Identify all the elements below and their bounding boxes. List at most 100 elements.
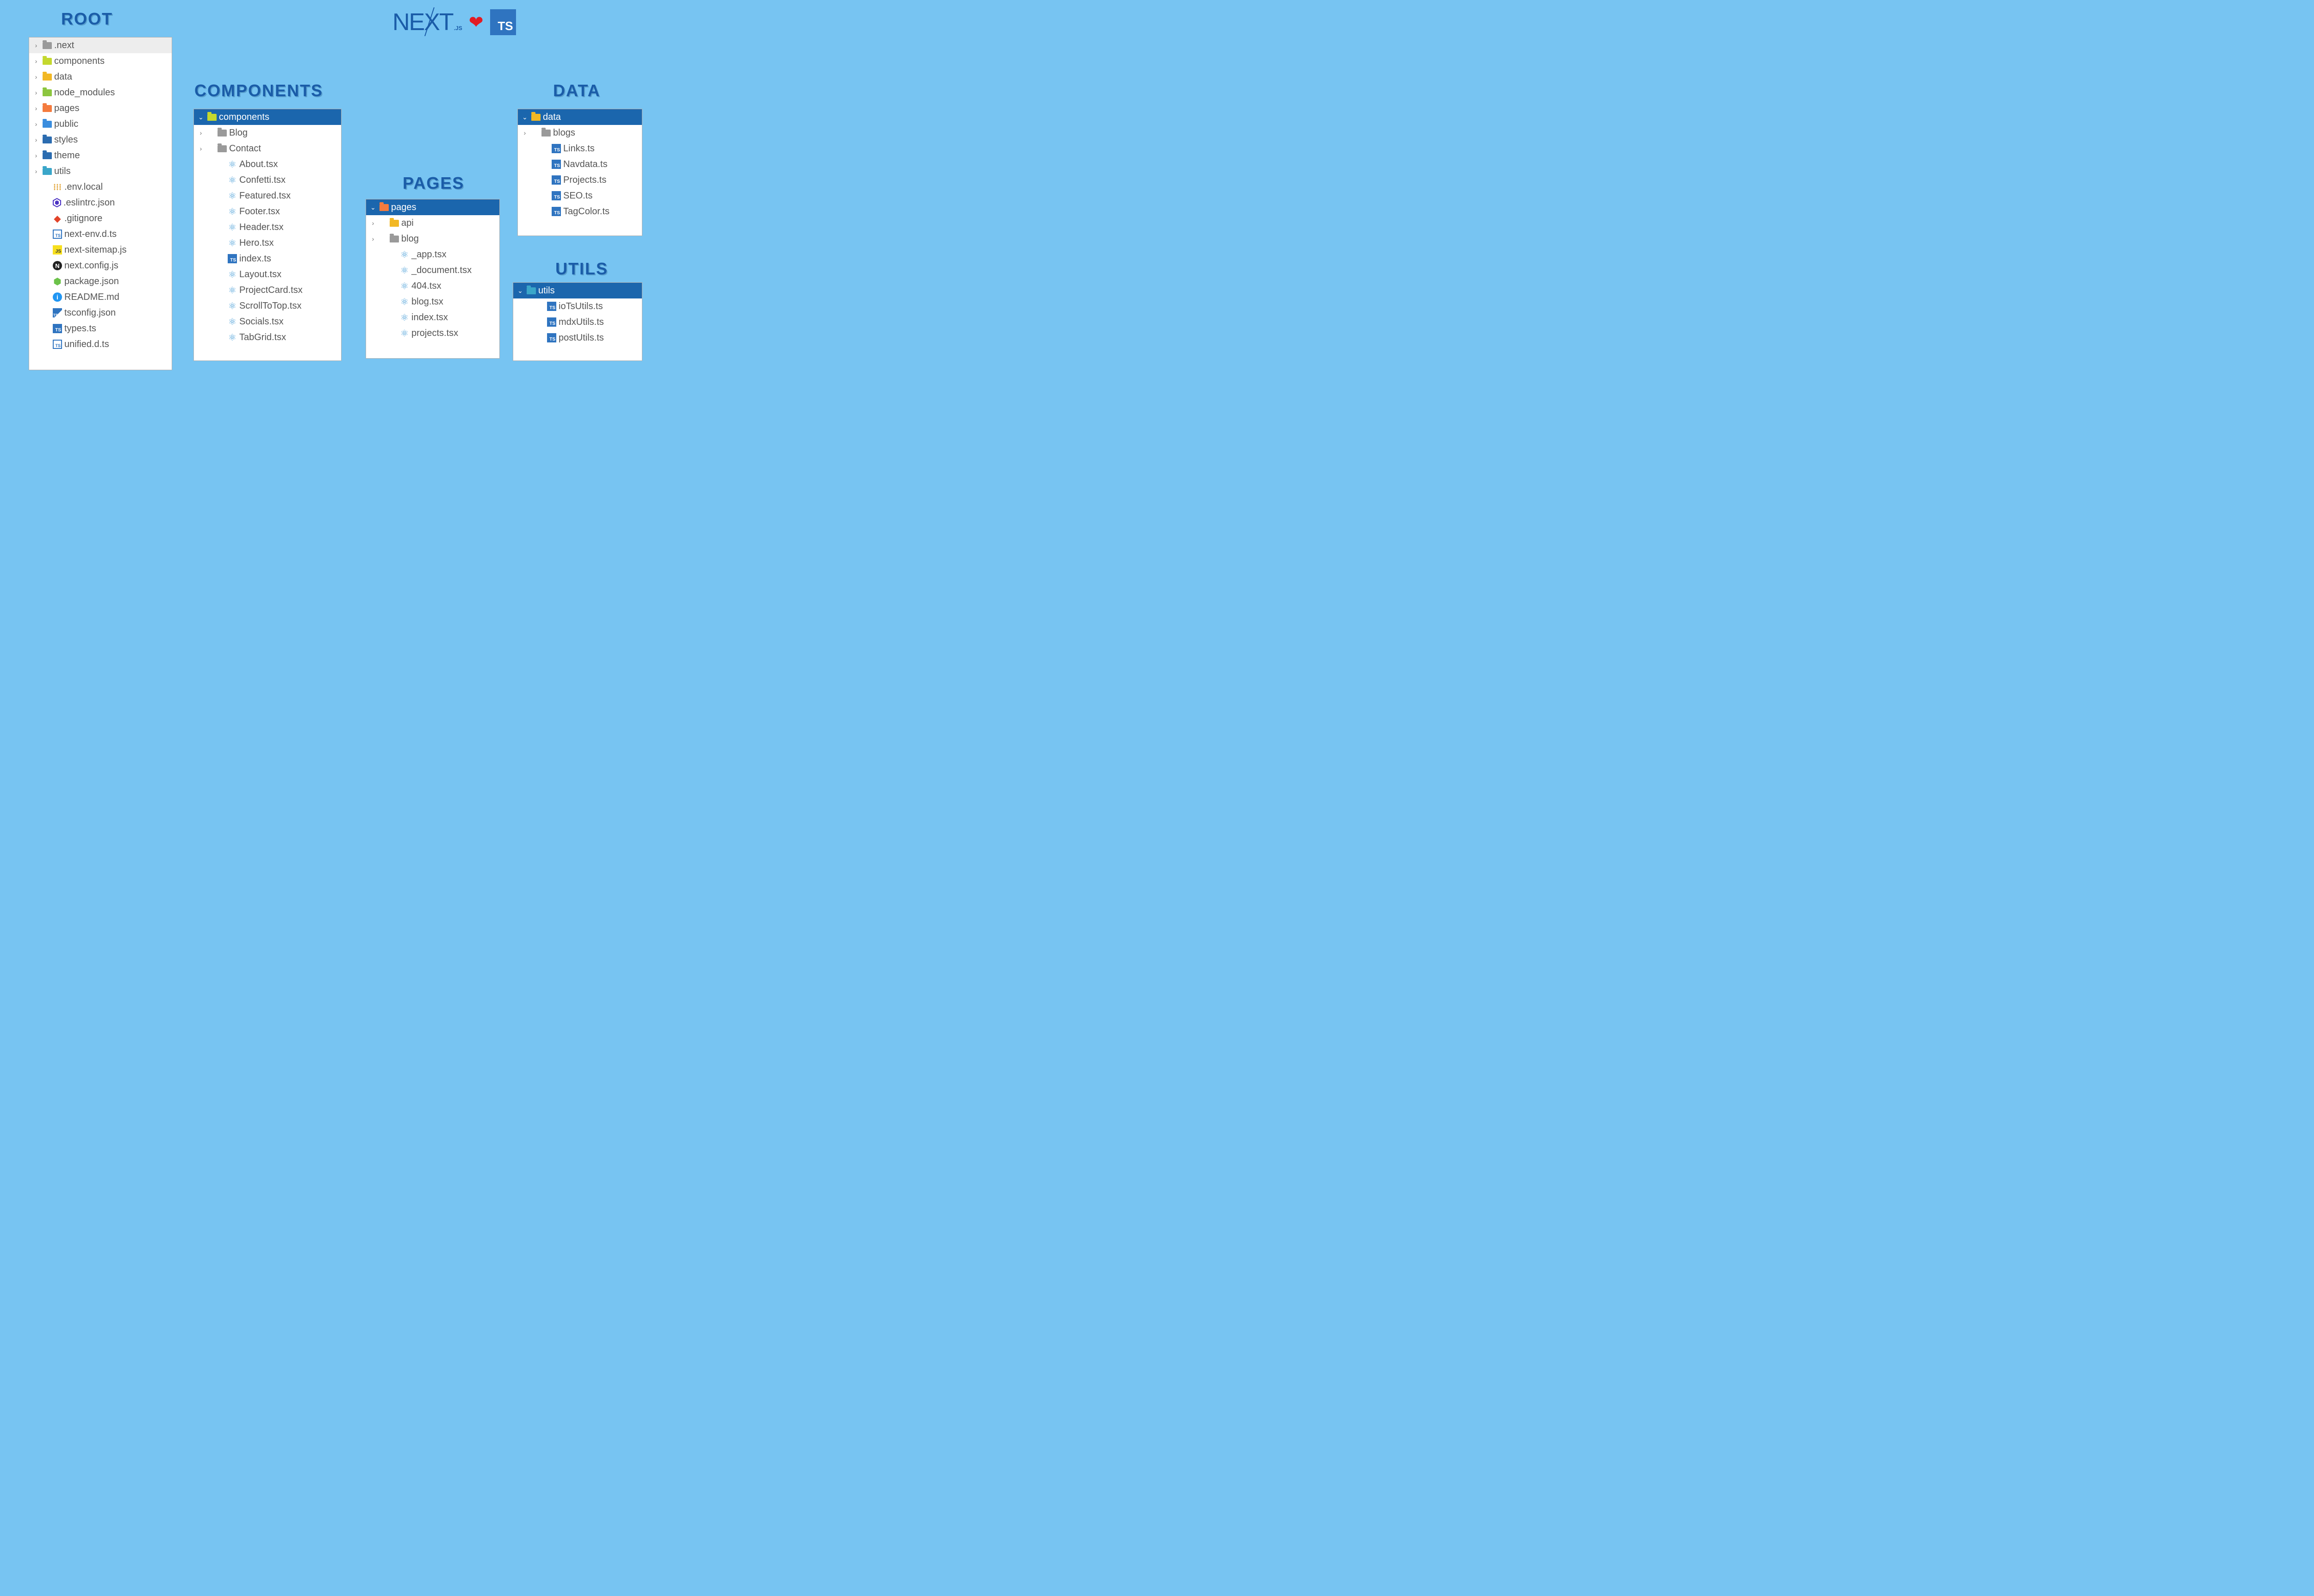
folder-icon — [42, 87, 52, 98]
react-icon: ⚛ — [227, 301, 237, 311]
chevron-right-icon[interactable]: › — [369, 235, 377, 242]
tree-row[interactable]: TSmdxUtils.ts — [513, 314, 642, 330]
tree-header[interactable]: ⌄pages — [366, 199, 499, 215]
tree-item-label: mdxUtils.ts — [559, 317, 604, 328]
tree-row[interactable]: ⚛Footer.tsx — [194, 204, 341, 219]
chevron-right-icon[interactable]: › — [32, 57, 40, 65]
tree-row[interactable]: ⚛blog.tsx — [366, 294, 499, 310]
tree-row[interactable]: ⚛Socials.tsx — [194, 314, 341, 329]
chevron-down-icon[interactable]: ⌄ — [516, 287, 524, 295]
tree-row[interactable]: ›pages — [29, 100, 172, 116]
tree-row[interactable]: ◆.gitignore — [29, 211, 172, 226]
tree-item-label: postUtils.ts — [559, 333, 604, 343]
tree-row[interactable]: ⚛TabGrid.tsx — [194, 329, 341, 345]
tree-row[interactable]: TSnext-env.d.ts — [29, 226, 172, 242]
tree-row[interactable]: JSnext-sitemap.js — [29, 242, 172, 258]
tree-row[interactable]: ⚛_app.tsx — [366, 247, 499, 262]
tree-header[interactable]: ⌄utils — [513, 283, 642, 298]
tree-row[interactable]: .eslintrc.json — [29, 195, 172, 211]
tree-row[interactable]: ⬢package.json — [29, 273, 172, 289]
tree-row[interactable]: ⚛index.tsx — [366, 310, 499, 325]
tree-row[interactable]: ⚛projects.tsx — [366, 325, 499, 341]
tree-row[interactable]: ⚛About.tsx — [194, 156, 341, 172]
tree-row[interactable]: ›.next — [29, 37, 172, 53]
typescript-icon: TS — [547, 317, 557, 327]
tree-row[interactable]: ⚛Confetti.tsx — [194, 172, 341, 188]
title-root: ROOT — [61, 9, 113, 29]
tree-row[interactable]: TSSEO.ts — [518, 188, 642, 204]
tree-header[interactable]: ⌄data — [518, 109, 642, 125]
tree-item-label: blog — [401, 234, 419, 244]
tree-row[interactable]: ⚛ScrollToTop.tsx — [194, 298, 341, 314]
tree-row[interactable]: › blog — [366, 231, 499, 247]
tree-row[interactable]: ⚛404.tsx — [366, 278, 499, 294]
tree-row[interactable]: Nnext.config.js — [29, 258, 172, 273]
tree-item-label: ProjectCard.tsx — [239, 285, 303, 296]
tree-item-label: _document.tsx — [411, 265, 472, 276]
tree-item-label: projects.tsx — [411, 328, 458, 339]
tree-row[interactable]: › public — [29, 116, 172, 132]
env-icon: ⁞⁞⁞ — [52, 182, 62, 192]
tree-row[interactable]: ⚛Header.tsx — [194, 219, 341, 235]
chevron-down-icon[interactable]: ⌄ — [521, 113, 529, 121]
file-tree-panel-components: ⌄components›Blog›Contact⚛About.tsx⚛Confe… — [193, 109, 342, 361]
chevron-down-icon[interactable]: ⌄ — [197, 113, 205, 121]
chevron-right-icon[interactable]: › — [32, 152, 40, 159]
tree-row[interactable]: ›Blog — [194, 125, 341, 141]
tree-row[interactable]: TSunified.d.ts — [29, 336, 172, 352]
tree-item-label: next-env.d.ts — [64, 229, 117, 240]
tree-item-label: blog.tsx — [411, 297, 443, 307]
chevron-right-icon[interactable]: › — [369, 219, 377, 227]
title-pages: PAGES — [403, 174, 464, 193]
tree-row[interactable]: › blogs — [518, 125, 642, 141]
chevron-right-icon[interactable]: › — [32, 73, 40, 81]
chevron-right-icon[interactable]: › — [521, 129, 529, 137]
react-icon: ⚛ — [399, 297, 410, 307]
tree-row[interactable]: ⚛Hero.tsx — [194, 235, 341, 251]
tree-item-label: Contact — [229, 143, 261, 154]
tree-row[interactable]: TSTagColor.ts — [518, 204, 642, 219]
chevron-right-icon[interactable]: › — [32, 42, 40, 49]
tree-row[interactable]: ›api — [366, 215, 499, 231]
tree-row[interactable]: ›theme — [29, 148, 172, 163]
tree-row[interactable]: › utils — [29, 163, 172, 179]
next-icon: N — [52, 261, 62, 271]
tree-row[interactable]: TSioTsUtils.ts — [513, 298, 642, 314]
tree-row[interactable]: ›node_modules — [29, 85, 172, 100]
tree-row[interactable]: TSNavdata.ts — [518, 156, 642, 172]
chevron-down-icon[interactable]: ⌄ — [369, 204, 377, 211]
chevron-right-icon[interactable]: › — [32, 168, 40, 175]
tree-item-label: public — [54, 119, 78, 130]
tree-row[interactable]: ⚛Layout.tsx — [194, 267, 341, 282]
folder-icon — [42, 119, 52, 129]
tree-row[interactable]: ⚛Featured.tsx — [194, 188, 341, 204]
tree-row[interactable]: ›data — [29, 69, 172, 85]
tree-header[interactable]: ⌄components — [194, 109, 341, 125]
tree-item-label: blogs — [553, 128, 575, 138]
tree-row[interactable]: ›styles — [29, 132, 172, 148]
tree-item-label: utils — [54, 166, 71, 177]
tree-row[interactable]: tsconfig.json — [29, 305, 172, 321]
tree-row[interactable]: ›components — [29, 53, 172, 69]
tree-item-label: Socials.tsx — [239, 317, 284, 327]
chevron-right-icon[interactable]: › — [32, 136, 40, 143]
tree-row[interactable]: ⁞⁞⁞.env.local — [29, 179, 172, 195]
tree-item-label: Projects.ts — [563, 175, 606, 186]
tree-row[interactable]: TStypes.ts — [29, 321, 172, 336]
chevron-right-icon[interactable]: › — [32, 120, 40, 128]
tree-row[interactable]: › Contact — [194, 141, 341, 156]
react-icon: ⚛ — [227, 317, 237, 327]
tree-row[interactable]: iREADME.md — [29, 289, 172, 305]
tree-item-label: .eslintrc.json — [63, 198, 115, 208]
chevron-right-icon[interactable]: › — [32, 89, 40, 96]
tree-row[interactable]: TSindex.ts — [194, 251, 341, 267]
tree-row[interactable]: TSLinks.ts — [518, 141, 642, 156]
tree-row[interactable]: ⚛_document.tsx — [366, 262, 499, 278]
chevron-right-icon[interactable]: › — [197, 129, 205, 137]
tree-row[interactable]: ⚛ProjectCard.tsx — [194, 282, 341, 298]
chevron-right-icon[interactable]: › — [197, 145, 205, 152]
folder-icon — [207, 112, 217, 122]
tree-row[interactable]: TSProjects.ts — [518, 172, 642, 188]
chevron-right-icon[interactable]: › — [32, 105, 40, 112]
tree-row[interactable]: TSpostUtils.ts — [513, 330, 642, 346]
